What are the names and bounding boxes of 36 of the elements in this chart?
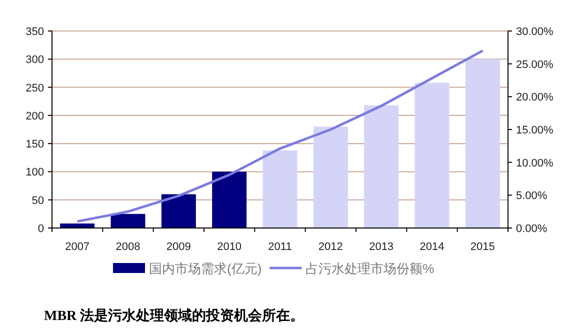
x-tick-label: 2011 [268, 241, 292, 253]
y-tick-label: 200 [26, 110, 44, 122]
text: MBR 法是污水处理领域的投资机会所在。 [44, 308, 304, 324]
x-tick-label: 2008 [116, 241, 140, 253]
x-tick-label: 2015 [470, 241, 495, 253]
bar [110, 214, 146, 228]
y-tick-label: 0 [38, 223, 44, 235]
legend-label: 占污水处理市场份额% [306, 261, 435, 276]
y2-tick-label: 0.00% [516, 223, 548, 235]
y2-tick-label: 5.00% [516, 190, 548, 202]
y2-tick-label: 30.00% [516, 26, 554, 38]
bar [313, 126, 348, 228]
y-tick-label: 350 [26, 26, 44, 38]
y-tick-label: 100 [26, 166, 44, 179]
y-tick-label: 250 [26, 82, 44, 94]
line-series [76, 49, 484, 223]
bar [212, 172, 247, 228]
bar [262, 150, 298, 228]
bar [465, 59, 500, 228]
y-tick-label: 150 [26, 138, 44, 151]
x-tick-label: 2014 [420, 241, 444, 253]
legend-label: 国内市场需求(亿元) [149, 261, 262, 276]
x-tick-label: 2012 [318, 241, 343, 253]
y2-tick-label: 20.00% [516, 92, 554, 104]
bar [161, 194, 196, 228]
y2-tick-label: 15.00% [516, 124, 554, 136]
bar [414, 82, 450, 228]
x-tick-label: 2013 [369, 241, 394, 253]
y-tick-label: 300 [26, 54, 44, 66]
bar [364, 105, 399, 228]
y2-tick-label: 25.00% [516, 58, 554, 71]
y-tick-label: 50 [32, 194, 44, 207]
x-tick-label: 2009 [166, 241, 191, 253]
y2-tick-label: 10.00% [516, 157, 554, 170]
x-tick-label: 2010 [217, 241, 242, 253]
x-tick-label: 2007 [65, 241, 90, 253]
